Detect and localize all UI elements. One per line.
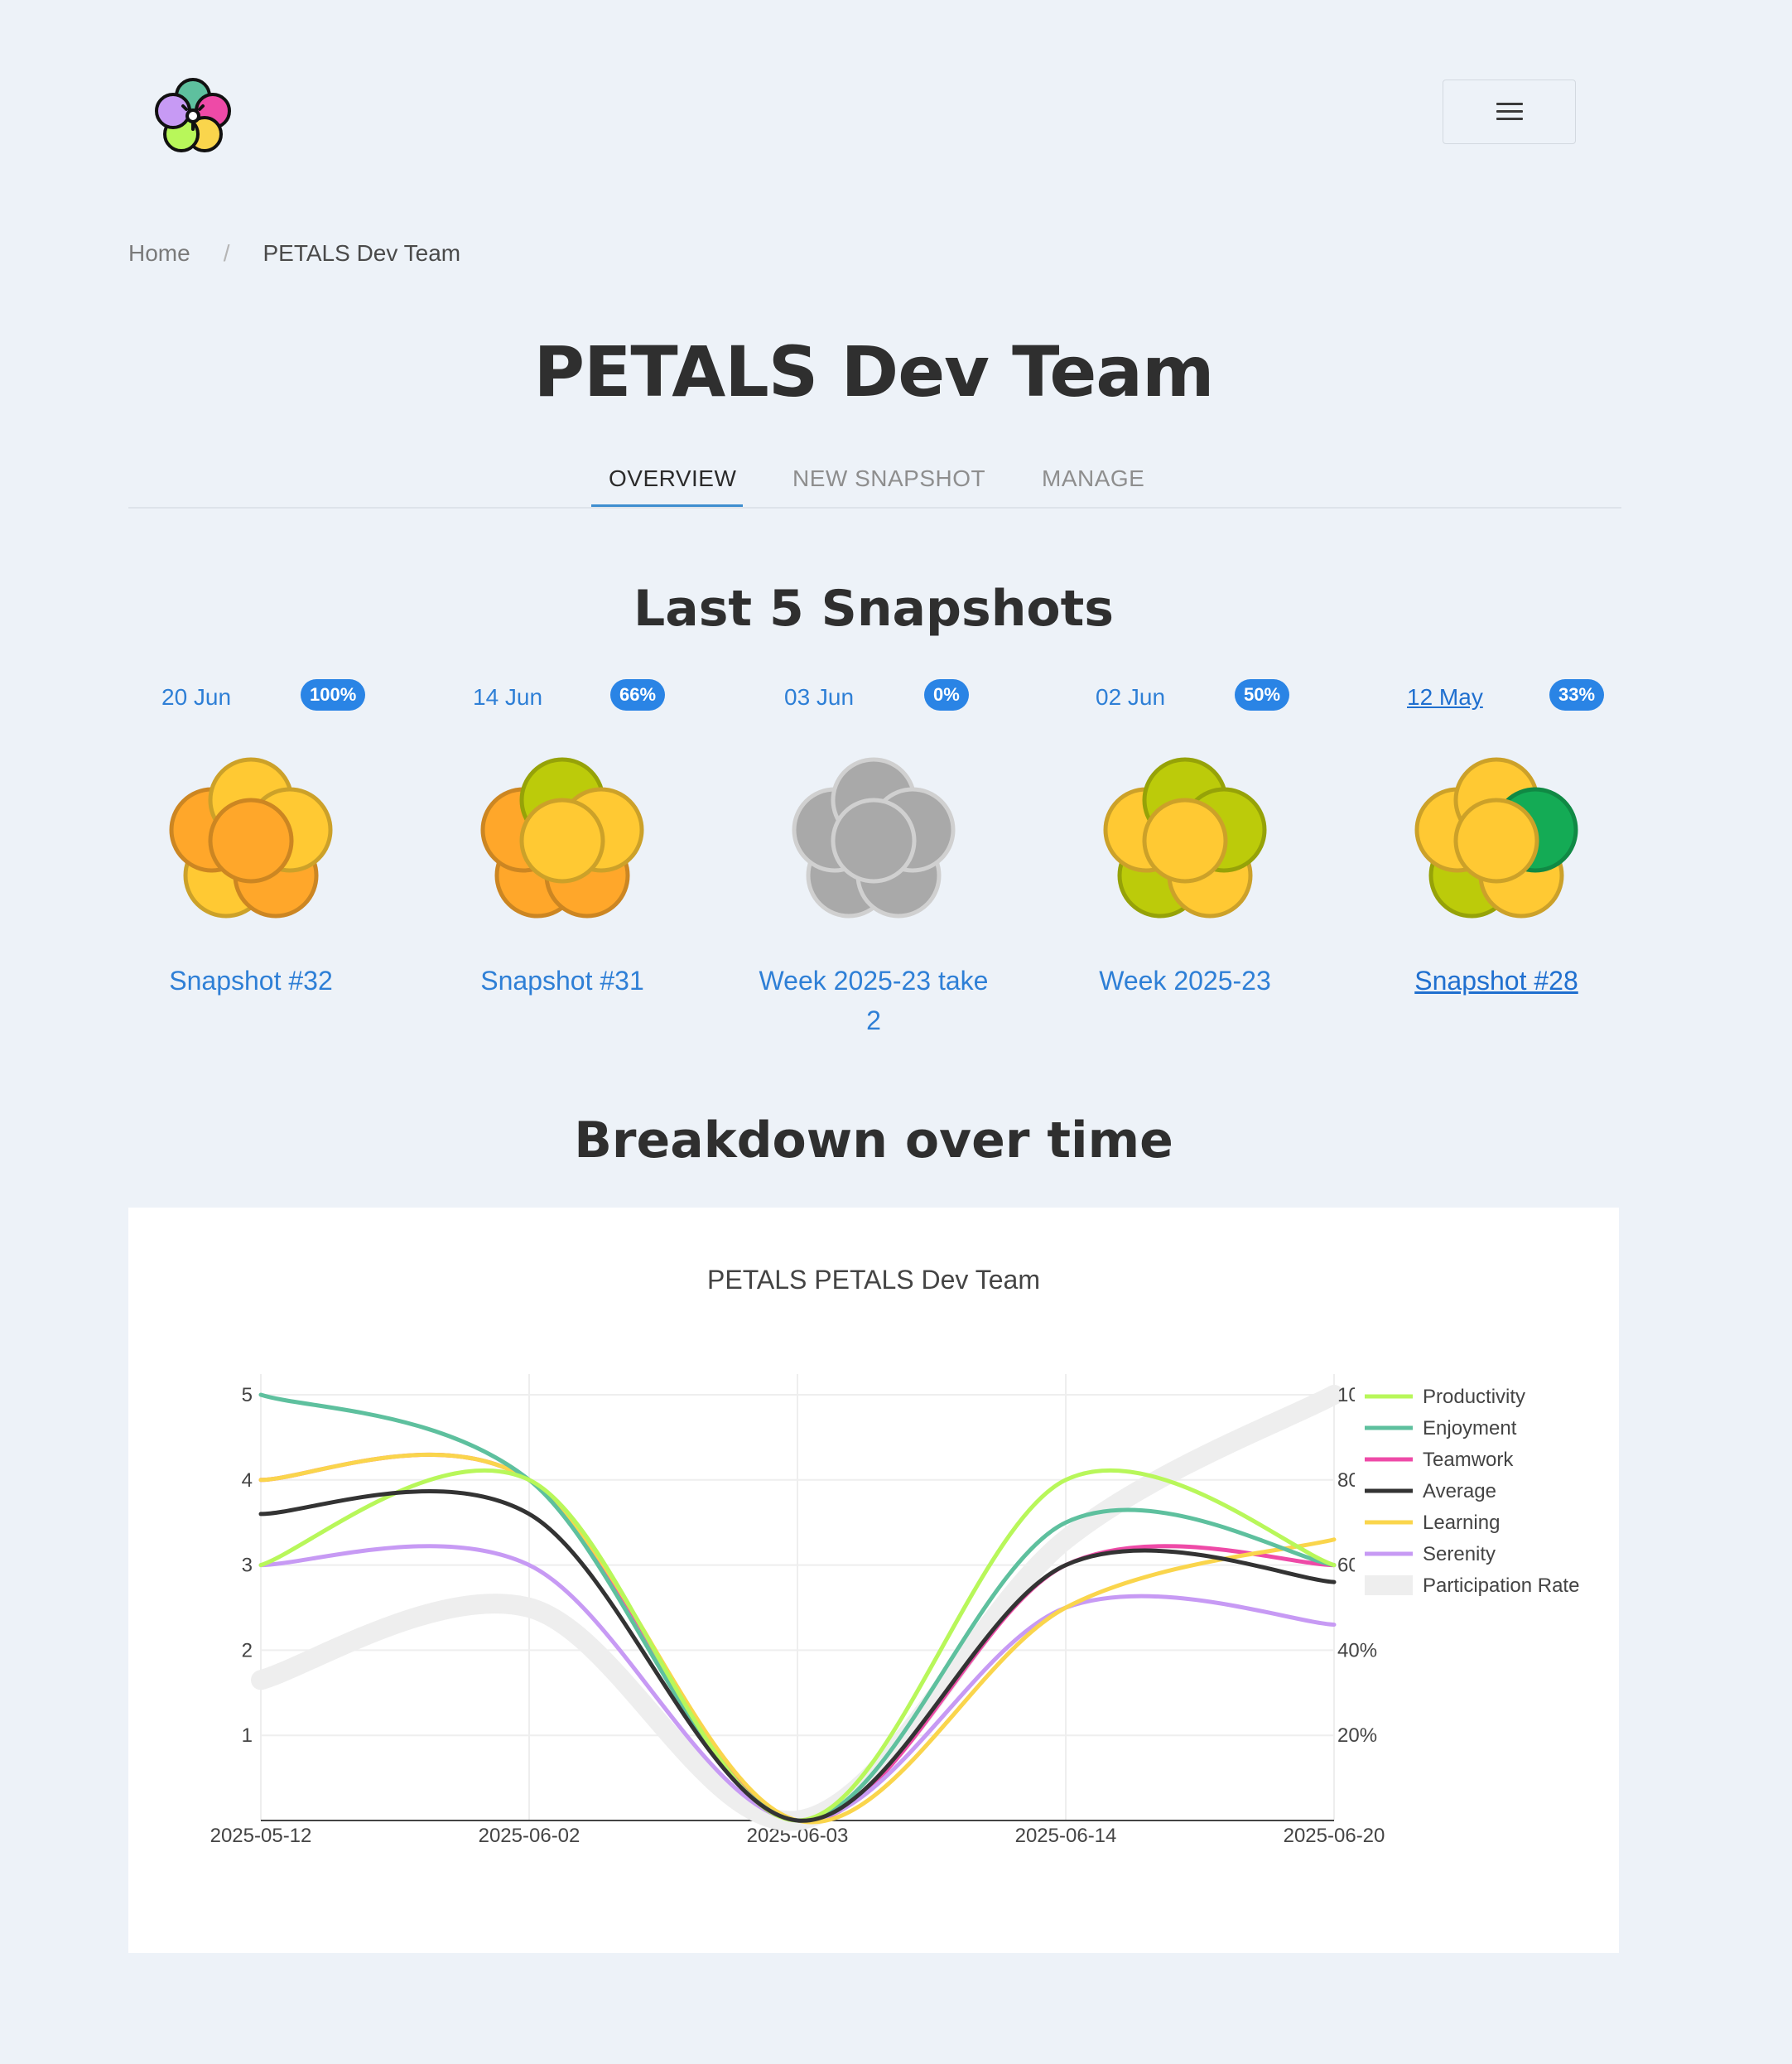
chart-title: PETALS PETALS Dev Team bbox=[707, 1265, 1040, 1295]
y-tick-label: 2 bbox=[242, 1639, 253, 1661]
y-tick-label: 1 bbox=[242, 1724, 253, 1747]
petal-center bbox=[1453, 798, 1539, 884]
snapshot-date[interactable]: 14 Jun bbox=[473, 684, 543, 710]
legend-label[interactable]: Average bbox=[1423, 1480, 1496, 1502]
petal-flower-icon[interactable] bbox=[442, 726, 682, 957]
tab-bar: OVERVIEW NEW SNAPSHOT MANAGE bbox=[128, 447, 1621, 509]
legend-label[interactable]: Teamwork bbox=[1423, 1449, 1514, 1471]
x-tick-label: 2025-05-12 bbox=[210, 1825, 312, 1847]
legend-label[interactable]: Productivity bbox=[1423, 1386, 1525, 1408]
snapshot-name-link[interactable]: Snapshot #28 bbox=[1414, 966, 1578, 996]
participation-badge: 100% bbox=[301, 679, 366, 711]
hamburger-menu-icon bbox=[1496, 103, 1523, 121]
petal-center bbox=[1142, 798, 1228, 884]
petal-flower-icon[interactable] bbox=[754, 726, 994, 957]
snapshot-date[interactable]: 20 Jun bbox=[161, 684, 232, 710]
tab-manage[interactable]: MANAGE bbox=[1042, 465, 1145, 491]
legend-label[interactable]: Participation Rate bbox=[1423, 1575, 1579, 1597]
y-tick-label: 3 bbox=[242, 1555, 253, 1577]
tab-overview[interactable]: OVERVIEW bbox=[609, 465, 737, 491]
tab-new-snapshot[interactable]: NEW SNAPSHOT bbox=[792, 465, 986, 491]
snapshot-date[interactable]: 02 Jun bbox=[1096, 684, 1166, 710]
y2-tick-label: 20% bbox=[1337, 1724, 1377, 1747]
breadcrumb-current: PETALS Dev Team bbox=[263, 240, 461, 266]
participation-badge: 50% bbox=[1235, 679, 1290, 711]
page-title: PETALS Dev Team bbox=[533, 331, 1214, 412]
breakdown-chart-card: PETALS PETALS Dev Team 1 2 3 4 5 2025-05-12 202… bbox=[128, 1208, 1619, 1953]
series-line-average[interactable] bbox=[258, 1489, 1337, 1823]
snapshot-name-link[interactable]: Snapshot #31 bbox=[480, 966, 644, 996]
tab-active-indicator bbox=[591, 504, 743, 507]
breakdown-line-chart[interactable]: PETALS PETALS Dev Team 1 2 3 4 5 2025-05-12 202… bbox=[128, 1208, 1619, 1953]
x-tick-label: 2025-06-14 bbox=[1015, 1825, 1117, 1847]
petal-flower-icon[interactable] bbox=[1376, 726, 1616, 957]
legend-label[interactable]: Serenity bbox=[1423, 1543, 1496, 1565]
snapshot-name-link[interactable]: Snapshot #32 bbox=[169, 966, 333, 996]
y-tick-label: 4 bbox=[242, 1469, 253, 1492]
x-tick-label: 2025-06-02 bbox=[479, 1825, 580, 1847]
petal-center bbox=[831, 798, 917, 884]
breadcrumb: Home / PETALS Dev Team bbox=[128, 240, 460, 267]
y-tick-label: 5 bbox=[242, 1384, 253, 1406]
x-tick-label: 2025-06-20 bbox=[1284, 1825, 1385, 1847]
snapshot-date[interactable]: 12 May bbox=[1407, 684, 1483, 710]
snapshot-name-link[interactable]: Week 2025-23 take 2 bbox=[759, 966, 989, 1035]
participation-badge: 0% bbox=[924, 679, 969, 711]
breakdown-heading: Breakdown over time bbox=[574, 1112, 1173, 1169]
petal-center bbox=[519, 798, 605, 884]
petals-logo-icon[interactable] bbox=[150, 73, 236, 159]
petal-flower-icon[interactable] bbox=[1065, 726, 1305, 957]
snapshot-name-link[interactable]: Week 2025-23 bbox=[1099, 966, 1271, 996]
y2-tick-label: 40% bbox=[1337, 1639, 1377, 1661]
participation-badge: 33% bbox=[1549, 679, 1605, 711]
snapshots-heading: Last 5 Snapshots bbox=[633, 580, 1115, 638]
snapshot-date[interactable]: 03 Jun bbox=[784, 684, 855, 710]
breadcrumb-home-link[interactable]: Home bbox=[128, 240, 190, 266]
legend-label[interactable]: Enjoyment bbox=[1423, 1417, 1517, 1439]
legend-label[interactable]: Learning bbox=[1423, 1512, 1500, 1534]
participation-badge: 66% bbox=[610, 679, 666, 711]
petal-flower-icon[interactable] bbox=[131, 726, 371, 957]
breadcrumb-separator: / bbox=[223, 240, 230, 266]
petal-center bbox=[208, 798, 294, 884]
navbar-menu-button[interactable] bbox=[1443, 80, 1576, 144]
